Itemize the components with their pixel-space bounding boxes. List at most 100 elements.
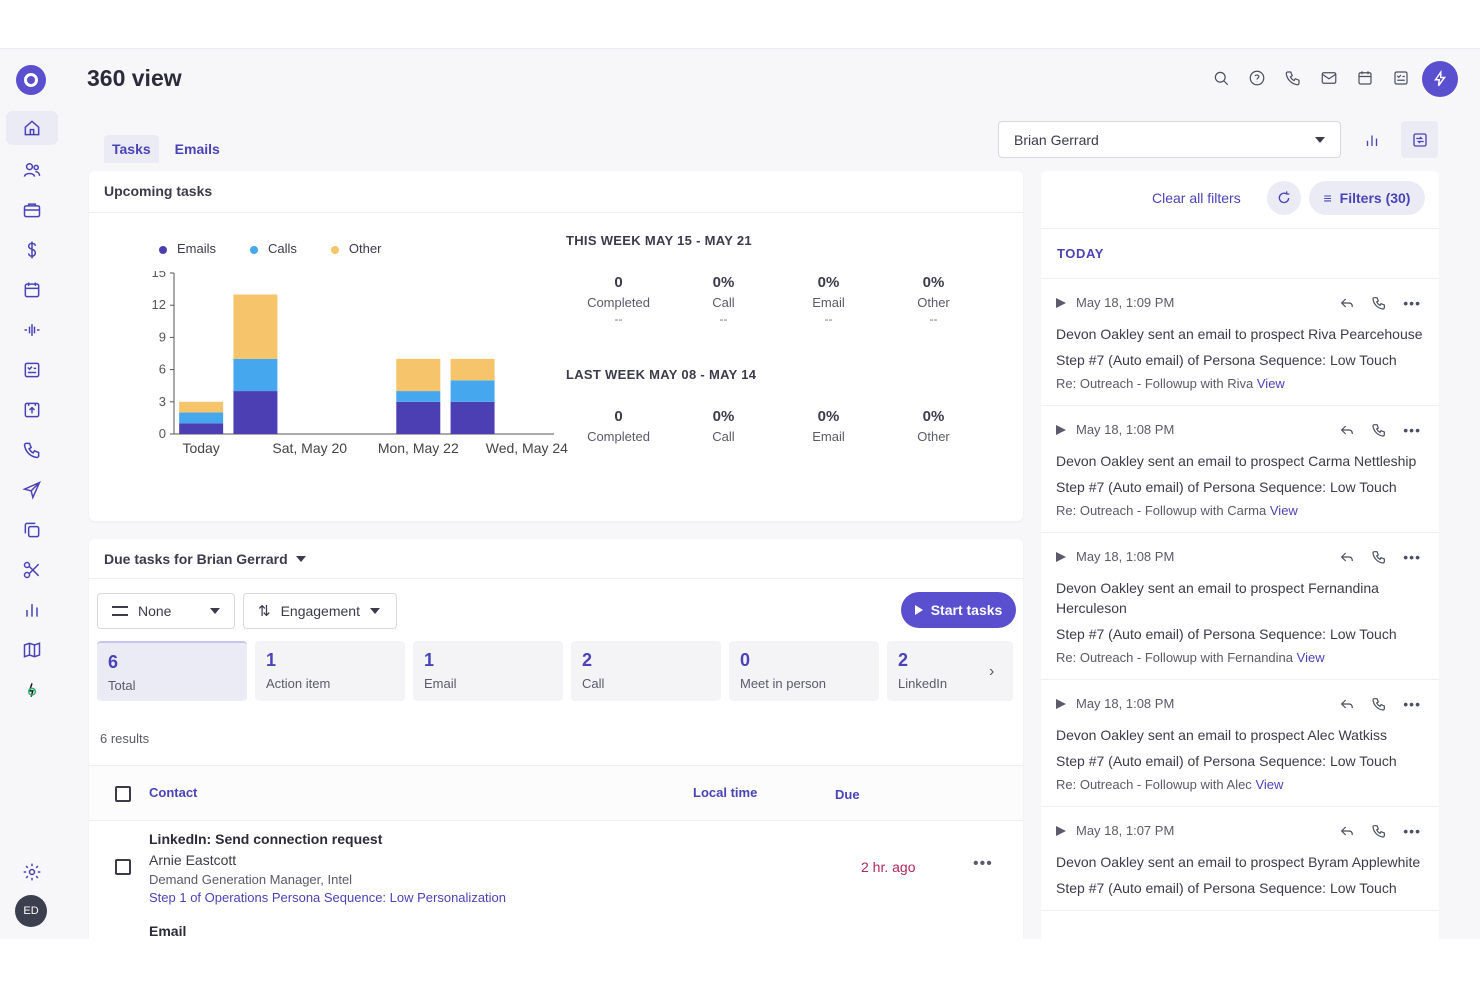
bar-chart-icon[interactable] bbox=[6, 593, 58, 627]
phone-icon[interactable] bbox=[1282, 67, 1304, 89]
search-icon[interactable] bbox=[1210, 67, 1232, 89]
activity-item[interactable]: May 18, 1:07 PM ••• Devon Oakley sent an… bbox=[1041, 807, 1439, 911]
send-icon[interactable] bbox=[6, 473, 58, 507]
view-link[interactable]: View bbox=[1269, 503, 1298, 518]
phone-icon[interactable] bbox=[6, 433, 58, 467]
email-subject: Re: Outreach - Followup with Carma bbox=[1056, 503, 1267, 518]
refresh-button[interactable] bbox=[1267, 181, 1301, 215]
phone-icon[interactable] bbox=[1371, 696, 1387, 712]
column-local-time[interactable]: Local time bbox=[693, 785, 758, 800]
briefcase-icon[interactable] bbox=[6, 193, 58, 227]
more-options-icon[interactable]: ••• bbox=[1403, 696, 1421, 712]
column-contact[interactable]: Contact bbox=[149, 785, 198, 800]
reply-icon[interactable] bbox=[1339, 295, 1355, 311]
kpi-meet-in-person[interactable]: 0 Meet in person bbox=[729, 641, 879, 701]
more-options-icon[interactable]: ••• bbox=[1403, 422, 1421, 438]
y-tick-label: 6 bbox=[159, 362, 166, 377]
bar-segment-emails bbox=[450, 401, 495, 434]
compare-view-button[interactable] bbox=[1401, 121, 1438, 158]
tasks-bar-chart: 0 3 6 9 12 15 Today Sat, May 20 Mon, May 22 Wed, … bbox=[152, 271, 569, 456]
due-time: 2 hr. ago bbox=[861, 859, 916, 875]
task-title[interactable]: LinkedIn: Send connection request bbox=[149, 831, 383, 847]
view-link[interactable]: View bbox=[1255, 777, 1284, 792]
sequence-step-link[interactable]: Step 1 of Operations Persona Sequence: L… bbox=[149, 890, 507, 905]
tasks-icon[interactable] bbox=[6, 353, 58, 387]
home-icon[interactable] bbox=[6, 111, 58, 145]
legend-item-calls[interactable]: Calls bbox=[250, 241, 297, 256]
owner-select[interactable]: Brian Gerrard bbox=[998, 121, 1341, 158]
activity-item[interactable]: May 18, 1:08 PM ••• Devon Oakley sent an… bbox=[1041, 680, 1439, 807]
calendar-icon[interactable] bbox=[1354, 67, 1376, 89]
phone-icon[interactable] bbox=[1371, 549, 1387, 565]
view-link[interactable]: View bbox=[1256, 376, 1285, 391]
next-task-title[interactable]: Email bbox=[149, 923, 187, 939]
reply-icon[interactable] bbox=[1339, 549, 1355, 565]
legend-item-other[interactable]: Other bbox=[330, 241, 381, 256]
task-type-filters: 6 Total 1 Action item 1 Email 2 Call 0 Meet i… bbox=[97, 641, 1013, 701]
dollar-icon[interactable] bbox=[6, 233, 58, 267]
quick-action-button[interactable] bbox=[1422, 61, 1458, 97]
settings-icon[interactable] bbox=[6, 855, 58, 889]
checklist-icon[interactable] bbox=[1390, 67, 1412, 89]
activity-item[interactable]: May 18, 1:09 PM ••• Devon Oakley sent an… bbox=[1041, 279, 1439, 406]
reply-icon[interactable] bbox=[1339, 823, 1355, 839]
phone-icon[interactable] bbox=[1371, 295, 1387, 311]
bar-chart-icon bbox=[1366, 135, 1377, 146]
view-tabs: Tasks Emails bbox=[104, 135, 228, 163]
integration-icon[interactable] bbox=[6, 673, 58, 707]
scissors-icon[interactable] bbox=[6, 553, 58, 587]
reply-icon[interactable] bbox=[1339, 696, 1355, 712]
activity-item[interactable]: May 18, 1:08 PM ••• Devon Oakley sent an… bbox=[1041, 533, 1439, 680]
sort-select[interactable]: ⇅ Engagement bbox=[243, 593, 397, 629]
map-icon[interactable] bbox=[6, 633, 58, 667]
help-icon[interactable] bbox=[1246, 67, 1268, 89]
lightning-icon bbox=[1434, 70, 1446, 87]
contact-name[interactable]: Arnie Eastcott bbox=[149, 852, 237, 868]
upload-icon[interactable] bbox=[6, 393, 58, 427]
kpi-call[interactable]: 2 Call bbox=[571, 641, 721, 701]
this-week-summary: THIS WEEK MAY 15 - MAY 21 0 Completed -- 0… bbox=[566, 233, 986, 326]
clear-filters-link[interactable]: Clear all filters bbox=[1152, 190, 1241, 206]
stat-completed: 0 Completed bbox=[587, 408, 650, 444]
bar-segment-emails bbox=[233, 391, 278, 434]
kpi-email[interactable]: 1 Email bbox=[413, 641, 563, 701]
tab-tasks[interactable]: Tasks bbox=[104, 135, 159, 163]
activity-icon[interactable] bbox=[6, 313, 58, 347]
due-tasks-header[interactable]: Due tasks for Brian Gerrard bbox=[89, 539, 1023, 579]
more-options-icon[interactable]: ••• bbox=[973, 855, 993, 872]
x-tick-label: Mon, May 22 bbox=[378, 440, 459, 456]
reply-icon[interactable] bbox=[1339, 422, 1355, 438]
tab-emails[interactable]: Emails bbox=[174, 141, 220, 157]
x-tick-label: Wed, May 24 bbox=[486, 440, 568, 456]
phone-icon[interactable] bbox=[1371, 422, 1387, 438]
chevron-right-icon[interactable]: › bbox=[989, 663, 995, 680]
chart-view-button[interactable] bbox=[1353, 121, 1390, 158]
kpi-action-item[interactable]: 1 Action item bbox=[255, 641, 405, 701]
activity-text: Devon Oakley sent an email to prospect C… bbox=[1056, 453, 1417, 469]
phone-icon[interactable] bbox=[1371, 823, 1387, 839]
app-logo[interactable] bbox=[16, 65, 46, 95]
copy-icon[interactable] bbox=[6, 513, 58, 547]
activity-item[interactable]: May 18, 1:08 PM ••• Devon Oakley sent an… bbox=[1041, 406, 1439, 533]
people-icon[interactable] bbox=[6, 153, 58, 187]
stat-other: 0% Other bbox=[917, 408, 950, 444]
kpi-total[interactable]: 6 Total bbox=[97, 641, 247, 701]
group-by-select[interactable]: None bbox=[97, 593, 235, 629]
legend-item-emails[interactable]: Emails bbox=[159, 241, 216, 256]
filters-button[interactable]: ≡ Filters (30) bbox=[1309, 181, 1425, 215]
avatar[interactable]: ED bbox=[15, 895, 47, 927]
start-tasks-button[interactable]: Start tasks bbox=[901, 592, 1016, 628]
more-options-icon[interactable]: ••• bbox=[1403, 295, 1421, 311]
kpi-linkedin[interactable]: 2 LinkedIn bbox=[887, 641, 1013, 701]
filter-icon: ≡ bbox=[1323, 190, 1332, 206]
more-options-icon[interactable]: ••• bbox=[1403, 823, 1421, 839]
row-checkbox[interactable] bbox=[115, 859, 131, 875]
results-count: 6 results bbox=[100, 731, 150, 746]
mail-icon[interactable] bbox=[1318, 67, 1340, 89]
select-all-checkbox[interactable] bbox=[115, 786, 131, 802]
column-due[interactable]: Due bbox=[835, 787, 860, 802]
more-options-icon[interactable]: ••• bbox=[1403, 549, 1421, 565]
sort-value: Engagement bbox=[280, 603, 360, 619]
calendar-icon[interactable] bbox=[6, 273, 58, 307]
view-link[interactable]: View bbox=[1296, 650, 1325, 665]
